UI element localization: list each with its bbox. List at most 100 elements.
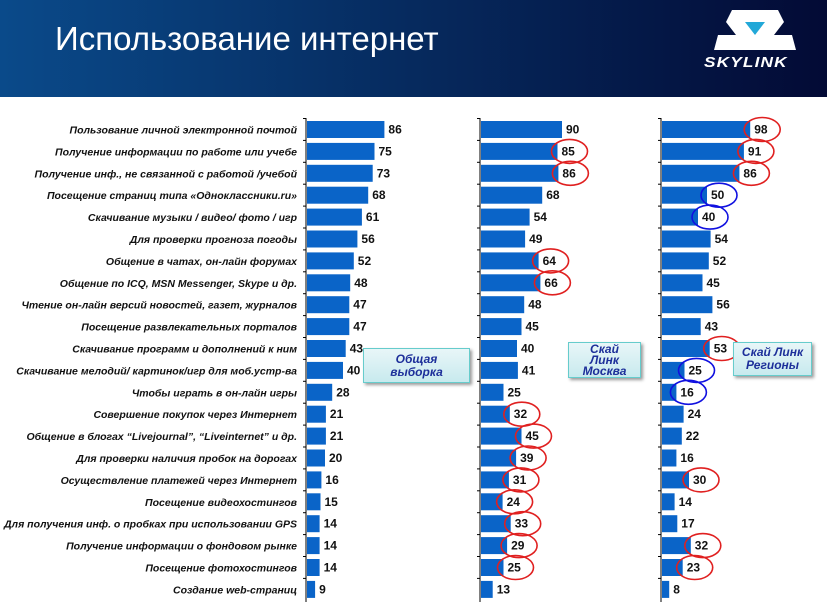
value-label: 22 — [686, 429, 700, 443]
bar — [307, 230, 358, 248]
value-label: 98 — [754, 123, 768, 137]
value-label: 48 — [354, 276, 368, 290]
red-highlight-circle — [675, 554, 714, 581]
bar — [307, 515, 320, 533]
bar — [481, 164, 559, 182]
category-label: Для получения инф. о пробках при использ… — [3, 519, 297, 531]
bar — [307, 580, 316, 598]
category-label: Посещение видеохостингов — [145, 497, 298, 509]
bar — [662, 121, 751, 138]
value-label: 52 — [713, 254, 727, 268]
value-label: 16 — [325, 473, 339, 487]
value-label: 68 — [372, 188, 386, 202]
bar — [307, 121, 385, 138]
legend-regions: Скай Линк Регионы — [733, 342, 812, 376]
bar — [481, 361, 518, 379]
category-label: Чтение он-лайн версий новостей, газет, ж… — [21, 300, 297, 312]
bar — [307, 142, 375, 160]
value-label: 40 — [521, 342, 535, 356]
bar — [307, 318, 350, 336]
value-label: 14 — [324, 539, 338, 553]
bar — [662, 383, 677, 401]
legend-moscow: Скай Линк Москва — [568, 342, 641, 378]
value-label: 68 — [546, 188, 560, 202]
bar — [662, 230, 711, 248]
value-label: 45 — [526, 429, 540, 443]
red-highlight-circle — [732, 160, 771, 187]
value-label: 40 — [702, 210, 716, 224]
bar — [307, 252, 354, 270]
legend-line: Линк — [590, 352, 619, 367]
value-label: 16 — [680, 451, 694, 465]
blue-highlight-circle — [669, 379, 708, 406]
value-label: 30 — [693, 473, 707, 487]
legend-line: Скай — [590, 341, 619, 356]
value-label: 54 — [534, 210, 548, 224]
bar — [481, 449, 517, 467]
value-label: 54 — [715, 232, 729, 246]
value-label: 39 — [520, 451, 534, 465]
value-label: 73 — [377, 166, 391, 180]
value-label: 23 — [687, 561, 701, 575]
bar — [307, 427, 326, 445]
bar — [307, 208, 362, 226]
red-highlight-circle — [514, 423, 553, 449]
bar — [481, 274, 541, 292]
value-label: 32 — [514, 407, 528, 421]
bar — [662, 580, 670, 598]
red-highlight-circle — [496, 554, 535, 581]
bar — [662, 274, 703, 292]
category-label: Создание web-страниц — [173, 584, 297, 596]
bar — [307, 296, 350, 314]
red-highlight-circle — [531, 248, 570, 274]
value-label: 91 — [748, 144, 762, 158]
value-label: 25 — [689, 363, 703, 377]
header-banner: Использование интернет SKYLINK — [0, 0, 827, 97]
value-label: 9 — [319, 582, 326, 596]
value-label: 61 — [366, 210, 380, 224]
legend-line: Скай Линк — [741, 345, 804, 359]
bar — [662, 142, 744, 160]
value-label: 49 — [529, 232, 543, 246]
bar — [481, 318, 522, 336]
value-label: 21 — [330, 407, 344, 421]
category-label: Получение информации о фондовом рынке — [66, 541, 297, 553]
red-highlight-circle — [737, 138, 775, 165]
bar — [481, 252, 539, 270]
category-label: Осуществление платежей через Интернет — [61, 475, 297, 487]
value-label: 53 — [714, 342, 728, 356]
category-label: Для проверки прогноза погоды — [129, 234, 297, 246]
value-label: 41 — [522, 363, 536, 377]
value-label: 14 — [679, 495, 693, 509]
value-label: 20 — [329, 451, 343, 465]
category-label: Скачивание программ и дополнений к ним — [72, 344, 297, 356]
category-label: Для проверки наличия пробок на дорогах — [75, 453, 298, 465]
bar — [307, 186, 369, 204]
value-label: 25 — [508, 385, 522, 399]
category-label: Чтобы играть в он-лайн игры — [132, 387, 297, 399]
logo-text: SKYLINK — [704, 54, 788, 71]
value-label: 21 — [330, 429, 344, 443]
bar — [481, 580, 493, 598]
value-label: 66 — [544, 276, 558, 290]
value-label: 56 — [716, 298, 730, 312]
bar — [662, 208, 698, 226]
bar — [481, 537, 508, 555]
value-label: 52 — [358, 254, 372, 268]
bar — [481, 121, 562, 138]
bar — [307, 164, 373, 182]
bar — [662, 427, 682, 445]
value-label: 28 — [336, 385, 350, 399]
category-label: Посещение развлекательных порталов — [81, 322, 297, 334]
bar — [307, 449, 325, 467]
value-label: 16 — [680, 385, 694, 399]
category-label: Получение информации по работе или учебе — [55, 146, 297, 158]
blue-highlight-circle — [677, 357, 716, 384]
legend-line: Общая — [395, 351, 438, 366]
value-label: 45 — [707, 276, 721, 290]
bar — [481, 471, 509, 489]
value-label: 75 — [379, 144, 393, 158]
category-label: Общение по ICQ, MSN Messenger, Skype и д… — [60, 278, 297, 290]
value-label: 8 — [673, 582, 680, 596]
value-label: 90 — [566, 123, 580, 137]
